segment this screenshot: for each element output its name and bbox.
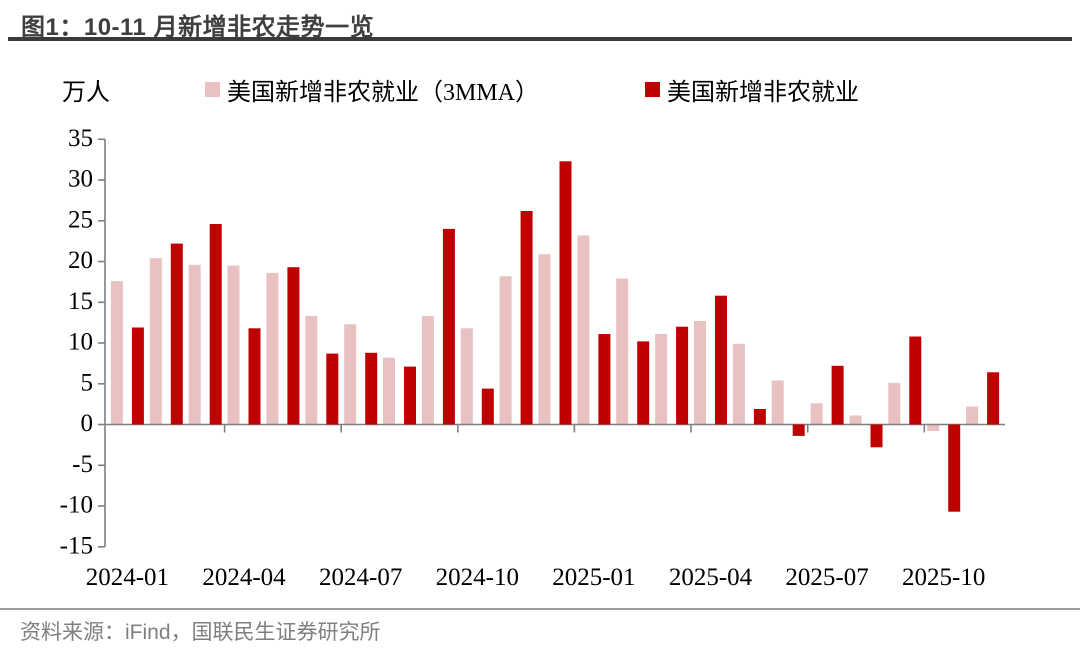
bar-actual — [481, 388, 494, 425]
bar-actual — [170, 243, 183, 425]
legend-label-3mma: 美国新增非农就业（3MMA） — [227, 80, 540, 106]
bar-3mma — [227, 265, 240, 425]
bar-3mma — [810, 403, 823, 425]
bar-actual — [637, 341, 650, 425]
y-tick-label: 5 — [81, 370, 94, 397]
bar-actual — [831, 365, 844, 425]
bar-actual — [909, 336, 922, 425]
y-axis-unit-label: 万人 — [62, 80, 110, 106]
bar-actual — [559, 161, 572, 425]
bar-3mma — [305, 316, 318, 425]
y-tick-label: 10 — [68, 329, 93, 356]
y-tick-label: -5 — [72, 451, 93, 478]
bar-actual — [948, 424, 961, 512]
legend-swatch-3mma-icon — [205, 82, 220, 97]
bar-3mma — [771, 380, 784, 425]
x-tick-label: 2025-10 — [902, 564, 985, 591]
bar-actual — [792, 424, 805, 436]
bar-actual — [520, 211, 533, 425]
x-tick-label: 2024-07 — [319, 564, 402, 591]
bar-3mma — [110, 281, 123, 425]
y-tick-label: -10 — [60, 492, 93, 519]
y-tick-label: 0 — [81, 410, 94, 437]
bar-3mma — [421, 316, 434, 425]
x-tick-label: 2024-01 — [86, 564, 169, 591]
bar-3mma — [849, 415, 862, 425]
bar-3mma — [188, 264, 201, 425]
bar-3mma — [927, 424, 940, 431]
bar-actual — [404, 366, 416, 425]
bar-actual — [131, 327, 144, 425]
bar-actual — [598, 334, 611, 425]
bar-3mma — [499, 276, 512, 425]
bar-3mma — [694, 321, 706, 425]
x-tick-label: 2024-10 — [436, 564, 519, 591]
bar-3mma — [966, 406, 979, 425]
bar-actual — [248, 328, 261, 425]
bar-actual — [676, 326, 689, 425]
y-tick-label: 25 — [68, 207, 93, 234]
bar-actual — [287, 267, 300, 425]
bar-actual — [987, 372, 1000, 425]
bar-3mma — [732, 343, 745, 425]
legend-item-actual: 美国新增非农就业 — [645, 72, 859, 107]
y-tick-label: 15 — [68, 288, 93, 315]
bar-3mma — [577, 235, 590, 425]
bar-actual — [753, 409, 766, 425]
title-underline — [8, 37, 1072, 41]
bar-3mma — [383, 357, 395, 425]
bar-actual — [870, 424, 883, 448]
source-note: 资料来源：iFind，国联民生证券研究所 — [20, 621, 381, 644]
x-tick-label: 2025-04 — [669, 564, 753, 591]
bar-3mma — [888, 382, 901, 425]
y-tick-label: 35 — [68, 125, 93, 152]
y-tick-label: -15 — [60, 533, 93, 560]
bar-3mma — [655, 334, 668, 425]
x-tick-label: 2025-01 — [552, 564, 635, 591]
bar-actual — [209, 224, 222, 425]
bar-actual — [365, 352, 378, 425]
y-tick-label: 30 — [68, 166, 93, 193]
x-tick-label: 2025-07 — [785, 564, 868, 591]
footer-divider — [0, 608, 1080, 610]
legend-swatch-actual-icon — [645, 82, 660, 97]
bar-actual — [442, 228, 455, 425]
x-tick-label: 2024-04 — [202, 564, 286, 591]
legend-label-actual: 美国新增非农就业 — [667, 80, 859, 106]
bar-actual — [326, 353, 339, 425]
bar-actual — [715, 295, 727, 425]
bar-3mma — [460, 328, 473, 425]
bar-3mma — [344, 324, 357, 425]
bar-3mma — [538, 254, 551, 425]
bar-3mma — [149, 258, 162, 425]
figure-title: 图1：10-11 月新增非农走势一览 — [21, 14, 375, 41]
bar-3mma — [616, 278, 629, 425]
bar-3mma — [266, 272, 279, 425]
y-tick-label: 20 — [68, 247, 93, 274]
legend-item-3mma: 美国新增非农就业（3MMA） — [205, 72, 539, 107]
